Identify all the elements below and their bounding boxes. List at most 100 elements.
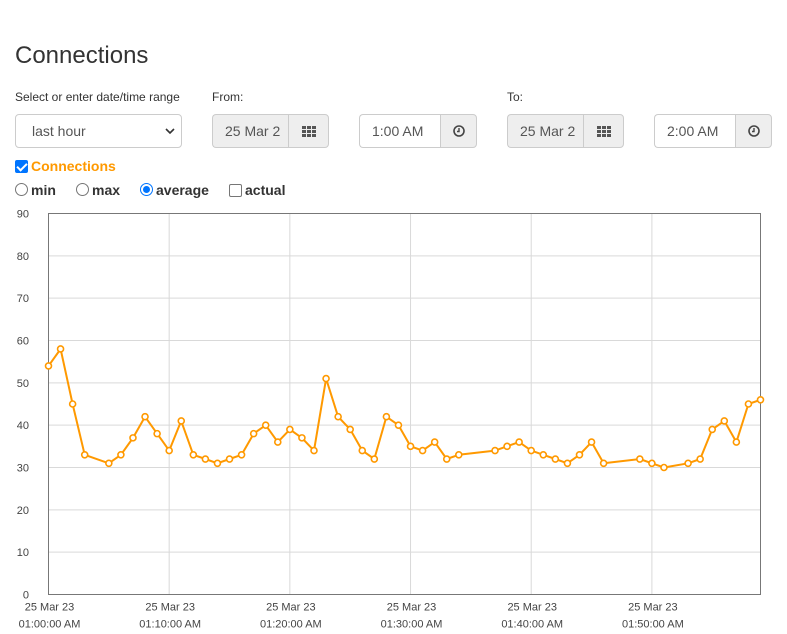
data-point bbox=[189, 451, 198, 459]
y-tick-label: 90 bbox=[17, 209, 29, 221]
data-point bbox=[286, 425, 294, 434]
connections-toggle[interactable]: Connections bbox=[15, 158, 116, 174]
x-tick-date: 25 Mar 23 bbox=[507, 602, 557, 614]
agg-option-label: min bbox=[31, 182, 56, 198]
plot-frame bbox=[48, 213, 761, 595]
data-point bbox=[684, 459, 692, 468]
data-point bbox=[503, 442, 511, 451]
data-point bbox=[720, 417, 729, 425]
data-point bbox=[249, 429, 258, 438]
data-point bbox=[394, 421, 403, 429]
data-point bbox=[370, 455, 379, 463]
agg-option-min[interactable]: min bbox=[15, 182, 56, 198]
calendar-grid-icon bbox=[596, 125, 611, 137]
data-point bbox=[491, 446, 499, 455]
data-point bbox=[310, 446, 318, 455]
connections-toggle-label: Connections bbox=[31, 158, 116, 174]
to-date-input[interactable]: 25 Mar 2 bbox=[507, 114, 583, 148]
x-tick-time: 01:20:00 AM bbox=[260, 619, 322, 631]
data-point bbox=[346, 425, 354, 434]
data-point bbox=[117, 451, 125, 459]
data-point bbox=[261, 421, 270, 429]
data-point bbox=[44, 362, 53, 370]
actual-checkbox[interactable] bbox=[229, 183, 242, 197]
data-point bbox=[418, 446, 427, 455]
connections-checkbox[interactable] bbox=[15, 159, 28, 173]
to-date-group: 25 Mar 2 bbox=[507, 114, 624, 148]
connections-chart: 0 10 20 30 40 50 60 70 80 90 25 Mar 23 01:00:00 AM 2… bbox=[17, 209, 765, 631]
agg-option-max[interactable]: max bbox=[76, 182, 120, 198]
agg-option-average[interactable]: average bbox=[140, 182, 209, 198]
radio-min[interactable] bbox=[15, 182, 28, 196]
to-time-input[interactable]: 2:00 AM bbox=[654, 114, 735, 148]
data-point bbox=[129, 434, 137, 442]
actual-toggle[interactable]: actual bbox=[229, 182, 285, 198]
data-point bbox=[660, 463, 668, 472]
x-tick-time: 01:50:00 AM bbox=[622, 619, 684, 631]
data-point bbox=[636, 455, 644, 463]
radio-average[interactable] bbox=[140, 182, 153, 196]
data-point bbox=[527, 446, 536, 455]
data-point bbox=[744, 400, 753, 408]
range-select[interactable]: last hour bbox=[15, 114, 182, 148]
x-tick-date: 25 Mar 23 bbox=[25, 602, 75, 614]
data-point bbox=[455, 451, 463, 459]
page-title: Connections bbox=[15, 42, 149, 69]
range-select-value: last hour bbox=[32, 123, 86, 139]
x-tick-date: 25 Mar 23 bbox=[145, 602, 195, 614]
data-point bbox=[539, 451, 548, 459]
data-point bbox=[201, 455, 210, 463]
from-calendar-button[interactable] bbox=[288, 114, 329, 148]
data-point bbox=[68, 400, 77, 408]
series-line bbox=[47, 348, 761, 469]
data-point bbox=[273, 438, 282, 446]
data-point bbox=[442, 455, 451, 463]
data-point bbox=[165, 446, 173, 455]
to-clock-button[interactable] bbox=[735, 114, 772, 148]
to-time-group: 2:00 AM bbox=[654, 114, 772, 148]
data-point bbox=[551, 455, 560, 463]
range-label: Select or enter date/time range bbox=[15, 90, 180, 104]
data-point bbox=[563, 459, 572, 468]
y-tick-label: 30 bbox=[17, 463, 29, 475]
data-point bbox=[515, 438, 523, 446]
x-tick-time: 01:10:00 AM bbox=[139, 619, 201, 631]
y-tick-label: 60 bbox=[17, 336, 29, 348]
data-point bbox=[382, 412, 391, 421]
data-point bbox=[213, 459, 222, 468]
clock-icon bbox=[452, 125, 465, 137]
calendar-grid-icon bbox=[301, 125, 316, 137]
radio-max[interactable] bbox=[76, 182, 89, 196]
y-tick-label: 50 bbox=[17, 378, 29, 390]
from-label: From: bbox=[212, 90, 244, 104]
agg-option-label: max bbox=[92, 182, 121, 198]
x-tick-date: 25 Mar 23 bbox=[628, 602, 678, 614]
agg-option-label: average bbox=[156, 182, 209, 198]
data-point bbox=[708, 425, 717, 434]
x-tick-time: 01:40:00 AM bbox=[501, 619, 563, 631]
x-tick-date: 25 Mar 23 bbox=[266, 602, 316, 614]
x-tick-time: 01:00:00 AM bbox=[19, 619, 81, 631]
to-calendar-button[interactable] bbox=[583, 114, 624, 148]
data-point bbox=[587, 438, 596, 446]
data-point bbox=[756, 395, 765, 404]
data-point bbox=[358, 446, 367, 455]
data-point bbox=[141, 412, 149, 421]
data-point bbox=[80, 451, 89, 459]
data-point bbox=[575, 451, 584, 459]
from-time-input[interactable]: 1:00 AM bbox=[359, 114, 440, 148]
y-tick-label: 40 bbox=[17, 420, 29, 432]
data-point bbox=[153, 429, 161, 438]
x-tick-date: 25 Mar 23 bbox=[387, 602, 437, 614]
from-time-group: 1:00 AM bbox=[359, 114, 477, 148]
data-point bbox=[237, 451, 246, 459]
data-point bbox=[298, 434, 306, 442]
data-point bbox=[599, 459, 608, 468]
data-point bbox=[334, 412, 342, 421]
y-tick-label: 10 bbox=[17, 547, 29, 559]
from-clock-button[interactable] bbox=[440, 114, 477, 148]
data-point bbox=[105, 459, 113, 468]
actual-toggle-label: actual bbox=[245, 182, 286, 198]
chevron-down-icon bbox=[165, 128, 175, 135]
from-date-input[interactable]: 25 Mar 2 bbox=[212, 114, 288, 148]
